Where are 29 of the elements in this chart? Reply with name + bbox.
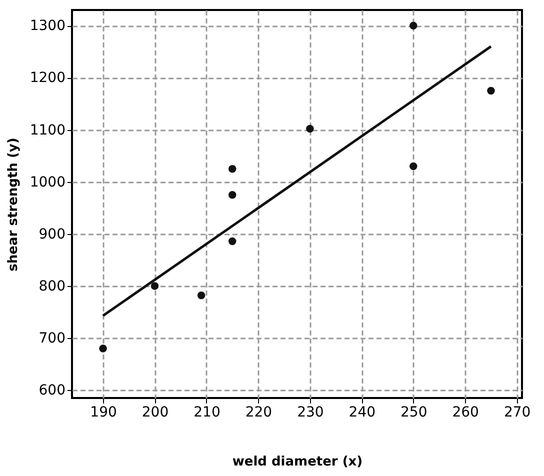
x-tick-label: 210 bbox=[194, 404, 220, 420]
y-tick-label: 1300 bbox=[30, 18, 66, 34]
point bbox=[228, 237, 236, 246]
y-axis-title: shear strength (y) bbox=[6, 138, 21, 272]
x-tick-label: 250 bbox=[400, 404, 428, 420]
x-tick-label: 220 bbox=[245, 404, 272, 420]
x-tick-label: 190 bbox=[90, 404, 117, 420]
point bbox=[487, 86, 495, 95]
y-tick-label: 1000 bbox=[30, 174, 66, 190]
point bbox=[150, 282, 159, 290]
x-tick-label: 260 bbox=[452, 404, 479, 420]
point bbox=[228, 191, 236, 199]
x-tick-label: 230 bbox=[297, 404, 324, 420]
point bbox=[306, 124, 314, 133]
y-tick-label: 1100 bbox=[30, 122, 66, 138]
x-tick-label: 200 bbox=[142, 404, 169, 420]
point bbox=[410, 22, 418, 30]
point bbox=[197, 292, 206, 300]
point bbox=[410, 162, 418, 170]
y-tick-label: 900 bbox=[38, 226, 66, 242]
point bbox=[99, 344, 107, 352]
x-tick-label: 270 bbox=[504, 404, 531, 420]
x-axis-title: weld diameter (x) bbox=[232, 454, 363, 470]
y-tick-label: 700 bbox=[38, 330, 66, 347]
y-tick-label: 800 bbox=[38, 278, 66, 295]
point bbox=[228, 164, 236, 173]
x-tick-label: 240 bbox=[348, 404, 376, 420]
y-tick-label: 1200 bbox=[30, 70, 66, 86]
y-tick-label: 600 bbox=[38, 382, 66, 399]
